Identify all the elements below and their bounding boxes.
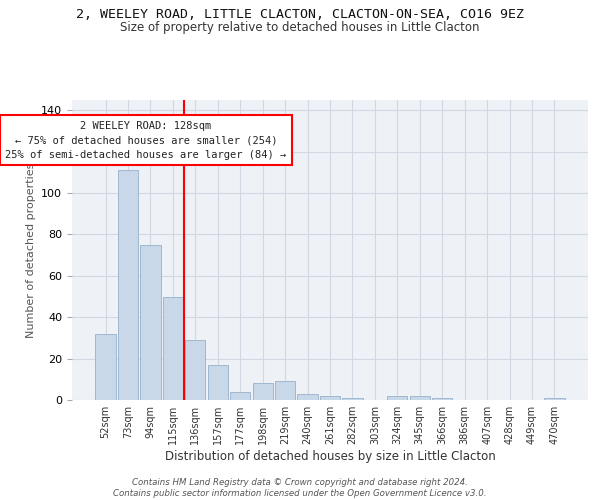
Bar [208,365,228,400]
Bar [387,396,407,400]
Bar [140,245,161,400]
Bar [410,396,430,400]
Text: 2 WEELEY ROAD: 128sqm
← 75% of detached houses are smaller (254)
25% of semi-det: 2 WEELEY ROAD: 128sqm ← 75% of detached … [5,120,287,160]
Text: 2, WEELEY ROAD, LITTLE CLACTON, CLACTON-ON-SEA, CO16 9EZ: 2, WEELEY ROAD, LITTLE CLACTON, CLACTON-… [76,8,524,20]
Bar [118,170,138,400]
Text: Contains HM Land Registry data © Crown copyright and database right 2024.
Contai: Contains HM Land Registry data © Crown c… [113,478,487,498]
Bar [95,334,116,400]
Bar [230,392,250,400]
X-axis label: Distribution of detached houses by size in Little Clacton: Distribution of detached houses by size … [164,450,496,463]
Bar [320,396,340,400]
Bar [185,340,205,400]
Bar [298,394,317,400]
Bar [432,398,452,400]
Bar [275,382,295,400]
Y-axis label: Number of detached properties: Number of detached properties [26,162,35,338]
Bar [163,296,183,400]
Bar [253,384,273,400]
Bar [544,398,565,400]
Text: Size of property relative to detached houses in Little Clacton: Size of property relative to detached ho… [120,21,480,34]
Bar [343,398,362,400]
